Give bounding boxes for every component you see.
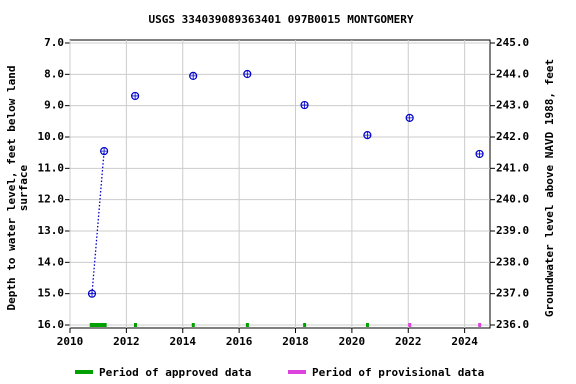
period-bar: [245, 323, 249, 327]
y-tick-label: 8.0: [44, 67, 64, 80]
connector: [91, 151, 105, 294]
plot-frame: [69, 39, 491, 329]
x-tick-label: 2020: [339, 335, 366, 348]
period-bar: [408, 323, 412, 327]
y2-tick-label: 243.0: [496, 99, 529, 112]
y-tick-label: 14.0: [38, 255, 65, 268]
y-tick-label: 7.0: [44, 36, 64, 49]
y2-tick-label: 237.0: [496, 287, 529, 300]
x-tick-label: 2014: [170, 335, 197, 348]
legend-label: Period of provisional data: [312, 366, 484, 379]
x-tick-label: 2022: [395, 335, 422, 348]
period-bar: [89, 323, 107, 327]
period-bar: [133, 323, 137, 327]
x-tick-label: 2010: [57, 335, 84, 348]
y-tick-label: 12.0: [38, 193, 65, 206]
y-tick-label: 13.0: [38, 224, 65, 237]
period-bar: [191, 323, 195, 327]
y2-tick-label: 240.0: [496, 193, 529, 206]
y2-tick-label: 245.0: [496, 36, 529, 49]
x-tick-label: 2024: [451, 335, 478, 348]
x-tick-label: 2018: [282, 335, 309, 348]
data-point: [87, 289, 97, 298]
data-point: [475, 149, 484, 159]
y2-tick-label: 241.0: [496, 161, 529, 174]
data-point: [300, 100, 309, 110]
data-point: [243, 69, 252, 79]
legend-label: Period of approved data: [99, 366, 251, 379]
y-tick-label: 15.0: [38, 287, 65, 300]
period-bar: [303, 323, 307, 327]
x-tick-label: 2016: [226, 335, 253, 348]
y2-tick-label: 244.0: [496, 67, 529, 80]
data-point: [131, 91, 140, 101]
data-point: [100, 147, 109, 156]
x-tick-label: 2012: [113, 335, 140, 348]
data-point: [363, 131, 372, 140]
y2-tick-label: 238.0: [496, 255, 529, 268]
y2-tick-label: 242.0: [496, 130, 529, 143]
y2-tick-label: 239.0: [496, 224, 529, 237]
y2-tick-label: 236.0: [496, 318, 529, 331]
period-bar: [365, 323, 369, 327]
y2-axis-label: Groundwater level above NAVD 1988, feet: [543, 59, 556, 317]
y-tick-label: 16.0: [38, 318, 65, 331]
y-tick-label: 11.0: [38, 161, 65, 174]
data-point: [405, 113, 414, 122]
period-bar: [478, 323, 482, 327]
y-tick-label: 9.0: [44, 99, 64, 112]
chart-title: USGS 334039089363401 097B0015 MONTGOMERY: [149, 13, 414, 26]
y-axis-label: Depth to water level, feet below land: [5, 65, 18, 310]
data-point: [189, 71, 198, 81]
y-tick-label: 10.0: [38, 130, 65, 143]
y-axis-label: surface: [17, 164, 30, 211]
